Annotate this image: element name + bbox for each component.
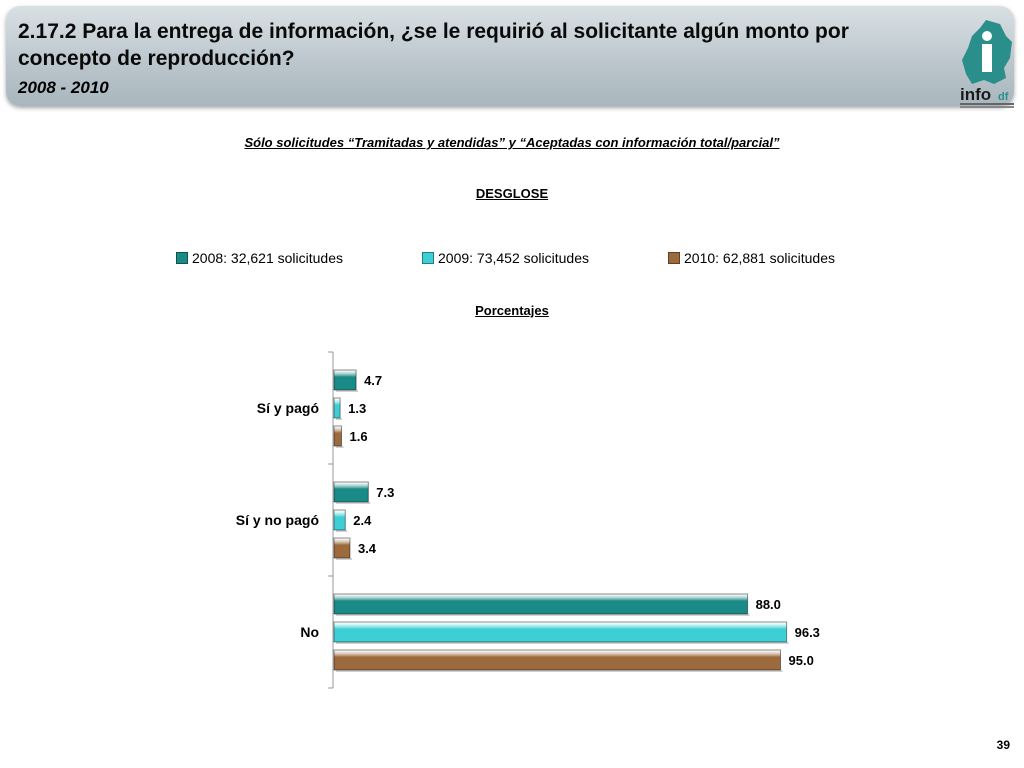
data-label: 1.6 (350, 429, 368, 444)
bar-2010 (333, 649, 781, 671)
units-label: Porcentajes (475, 303, 549, 318)
infodf-logo: info df (960, 20, 1014, 108)
category-label: Sí y pagó (257, 400, 319, 416)
data-label: 96.3 (795, 625, 820, 640)
category-label: Sí y no pagó (236, 512, 319, 528)
bar-2008 (333, 481, 369, 503)
data-label: 7.3 (376, 485, 394, 500)
bar-shadow (336, 446, 344, 448)
legend-label-2009: 2009: 73,452 solicitudes (438, 250, 589, 266)
legend-label-2008: 2008: 32,621 solicitudes (192, 250, 343, 266)
header-banner: 2.17.2 Para la entrega de información, ¿… (6, 6, 1014, 108)
legend-swatch-2008 (176, 252, 188, 264)
bar-shadow (336, 642, 789, 644)
chart-legend: 2008: 32,621 solicitudes 2009: 73,452 so… (0, 250, 1024, 270)
bar-2009 (333, 621, 788, 643)
category-label: No (300, 624, 319, 640)
logo-suffix: df (998, 91, 1009, 103)
bar-shadow (336, 558, 352, 560)
legend-item-2010: 2010: 62,881 solicitudes (668, 250, 835, 266)
logo-wordmark: info (960, 85, 991, 104)
bar-2008 (333, 369, 357, 391)
chart-subtitle: Sólo solicitudes “Tramitadas y atendidas… (244, 135, 780, 150)
data-label: 4.7 (364, 373, 382, 388)
legend-label-2010: 2010: 62,881 solicitudes (684, 250, 835, 266)
bar-2010 (333, 537, 351, 559)
data-label: 88.0 (756, 597, 781, 612)
bar-shadow (336, 530, 348, 532)
bar-shadow (336, 390, 359, 392)
legend-item-2008: 2008: 32,621 solicitudes (176, 250, 343, 266)
bar-shadow (336, 418, 343, 420)
data-label: 2.4 (353, 513, 372, 528)
title-number: 2.17.2 (18, 20, 77, 43)
bar-2009 (333, 509, 346, 531)
data-label: 3.4 (358, 541, 377, 556)
bar-2008 (333, 593, 749, 615)
legend-swatch-2010 (668, 252, 680, 264)
bar-2009 (333, 397, 341, 419)
bar-shadow (336, 614, 750, 616)
bar-shadow (336, 502, 371, 504)
title-text: Para la entrega de información, ¿se le r… (18, 20, 849, 70)
year-range: 2008 - 2010 (18, 78, 109, 97)
data-label: 95.0 (789, 653, 814, 668)
page-number: 39 (996, 738, 1010, 752)
bar-shadow (336, 670, 783, 672)
desglose-label: DESGLOSE (475, 186, 549, 201)
data-label: 1.3 (348, 401, 366, 416)
bar-2010 (333, 425, 343, 447)
legend-swatch-2009 (422, 252, 434, 264)
bar-chart: Sí y pagó 4.7 1.3 1.6 Sí y no pagó 7.3 2.4 3.4 N… (236, 351, 820, 689)
page-title: 2.17.2 Para la entrega de información, ¿… (18, 18, 918, 72)
legend-item-2009: 2009: 73,452 solicitudes (422, 250, 589, 266)
